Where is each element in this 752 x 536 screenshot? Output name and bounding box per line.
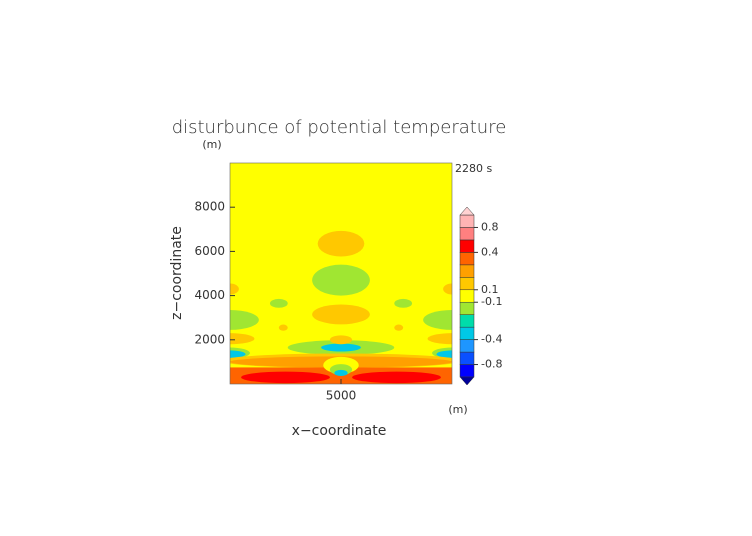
contour-region — [312, 304, 370, 325]
y-unit: (m) — [202, 138, 221, 151]
colorbar-tick-label: -0.8 — [481, 358, 502, 371]
contour-region — [241, 371, 330, 384]
contour-region — [443, 283, 452, 295]
contour-region — [334, 369, 348, 377]
colorbar-segment — [459, 214, 475, 228]
contour-region — [352, 371, 441, 384]
contour-region — [394, 324, 404, 331]
y-axis-label: z−coordinate — [169, 226, 185, 320]
colorbar-tick-label: 0.4 — [481, 245, 499, 258]
y-tick-label: 8000 — [194, 200, 225, 214]
colorbar-segment — [459, 326, 475, 340]
colorbar-over — [459, 206, 475, 216]
colorbar-segment — [459, 227, 475, 241]
contour-region — [423, 309, 452, 330]
contour-region — [230, 333, 255, 345]
colorbar-segment — [459, 339, 475, 353]
colorbar-tick-label: 0.8 — [481, 220, 499, 233]
colorbar-segment — [459, 289, 475, 303]
field — [230, 163, 452, 384]
colorbar-segment — [459, 239, 475, 253]
contour-region — [436, 350, 452, 358]
colorbar-segment — [459, 252, 475, 266]
x-axis-label: x−coordinate — [292, 423, 387, 439]
y-tick-label: 6000 — [194, 244, 225, 258]
colorbar-segment — [459, 264, 475, 278]
x-unit: (m) — [448, 403, 467, 416]
colorbar-segment — [459, 277, 475, 291]
contour-region — [230, 283, 239, 295]
colorbar-segment — [459, 314, 475, 328]
colorbar-tick-label: -0.1 — [481, 295, 502, 308]
contour-region — [269, 298, 288, 308]
colorbar-under — [459, 376, 475, 386]
contour-region — [312, 264, 370, 296]
contour-region — [321, 343, 361, 352]
contour-region — [329, 335, 353, 345]
chart-title: disturbunce of potential temperature — [172, 117, 507, 138]
x-tick-label: 5000 — [326, 389, 357, 403]
colorbar-segment — [459, 301, 475, 315]
colorbar-segment — [459, 364, 475, 378]
contour-region — [394, 298, 413, 308]
colorbar-tick-label: -0.4 — [481, 333, 502, 346]
y-tick-label: 4000 — [194, 288, 225, 302]
time-label: 2280 s — [455, 162, 492, 175]
colorbar-tick-label: 0.1 — [481, 283, 499, 296]
contour-region — [317, 230, 365, 257]
contour-region — [427, 333, 452, 345]
contour-region — [278, 324, 288, 331]
contour-region — [230, 309, 259, 330]
colorbar-segment — [459, 351, 475, 365]
y-tick-label: 2000 — [194, 332, 225, 346]
contour-region — [230, 350, 246, 358]
